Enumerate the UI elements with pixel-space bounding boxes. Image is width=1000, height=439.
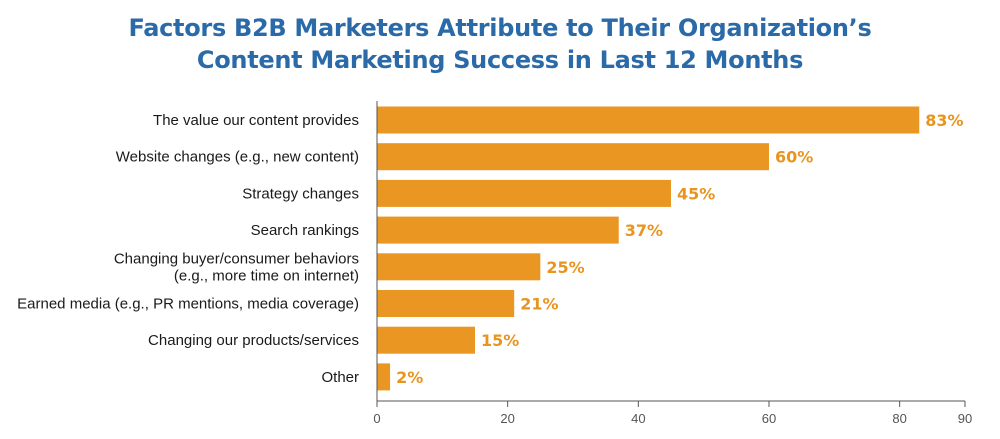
value-labels: 83% 60% 45% 37% 25% 21%15% 2% [396, 111, 963, 387]
category-label-6: Changing our products/services [148, 332, 359, 349]
category-label-0-line-0: The value our content provides [153, 112, 359, 129]
category-label-0: The value our content provides [153, 112, 359, 129]
bar-2 [377, 179, 671, 207]
x-tick-label-1: 20 [500, 411, 514, 426]
value-label-7: 2% [396, 368, 423, 387]
category-label-4: Changing buyer/consumer behaviors (e.g., … [114, 250, 359, 284]
chart-title: Factors B2B Marketers Attribute to Their… [0, 12, 1000, 76]
x-tick-label-0: 0 [373, 411, 380, 426]
bar-1 [377, 143, 769, 171]
bar-5 [377, 290, 515, 317]
category-label-1: Website changes (e.g., new content) [116, 149, 359, 166]
category-label-1-line-0: Website changes (e.g., new content) [116, 149, 359, 166]
value-label-1: 60% [775, 148, 813, 167]
value-label-2: 45% [677, 184, 715, 203]
category-label-4-line-0: Changing buyer/consumer behaviors [114, 250, 359, 267]
category-label-2: Strategy changes [242, 185, 359, 202]
category-label-5: Earned media (e.g., PR mentions, media c… [17, 296, 359, 313]
category-label-3-line-0: Search rankings [251, 222, 359, 239]
bars-layer [377, 106, 920, 391]
category-label-3: Search rankings [251, 222, 359, 239]
chart-title-line-2: Content Marketing Success in Last 12 Mon… [196, 46, 804, 74]
category-label-7-line-0: Other [321, 369, 359, 386]
category-label-6-line-0: Changing our products/services [148, 332, 359, 349]
category-label-7: Other [321, 369, 359, 386]
x-tick-label-5: 90 [958, 411, 972, 426]
bar-0 [377, 106, 920, 134]
value-label-3: 37% [625, 221, 663, 240]
x-tick-label-3: 60 [762, 411, 776, 426]
x-tick-label-2: 40 [631, 411, 645, 426]
bar-7 [377, 363, 391, 391]
bar-3 [377, 216, 619, 244]
value-label-6: 15% [481, 331, 519, 350]
x-axis: 0 20 40 60 80 90 [373, 101, 972, 426]
chart-title-line-1: Factors B2B Marketers Attribute to Their… [128, 14, 872, 42]
category-label-2-line-0: Strategy changes [242, 185, 359, 202]
bar-4 [377, 253, 541, 281]
bar-6 [377, 326, 475, 354]
value-label-5: 21% [520, 295, 558, 314]
category-label-4-line-1: (e.g., more time on internet) [174, 267, 359, 284]
category-labels: The value our content provides Website ch… [17, 112, 359, 386]
value-label-4: 25% [546, 258, 584, 277]
value-label-0: 83% [925, 111, 963, 130]
x-tick-label-4: 80 [892, 411, 906, 426]
category-label-5-line-0: Earned media (e.g., PR mentions, media c… [17, 296, 359, 313]
